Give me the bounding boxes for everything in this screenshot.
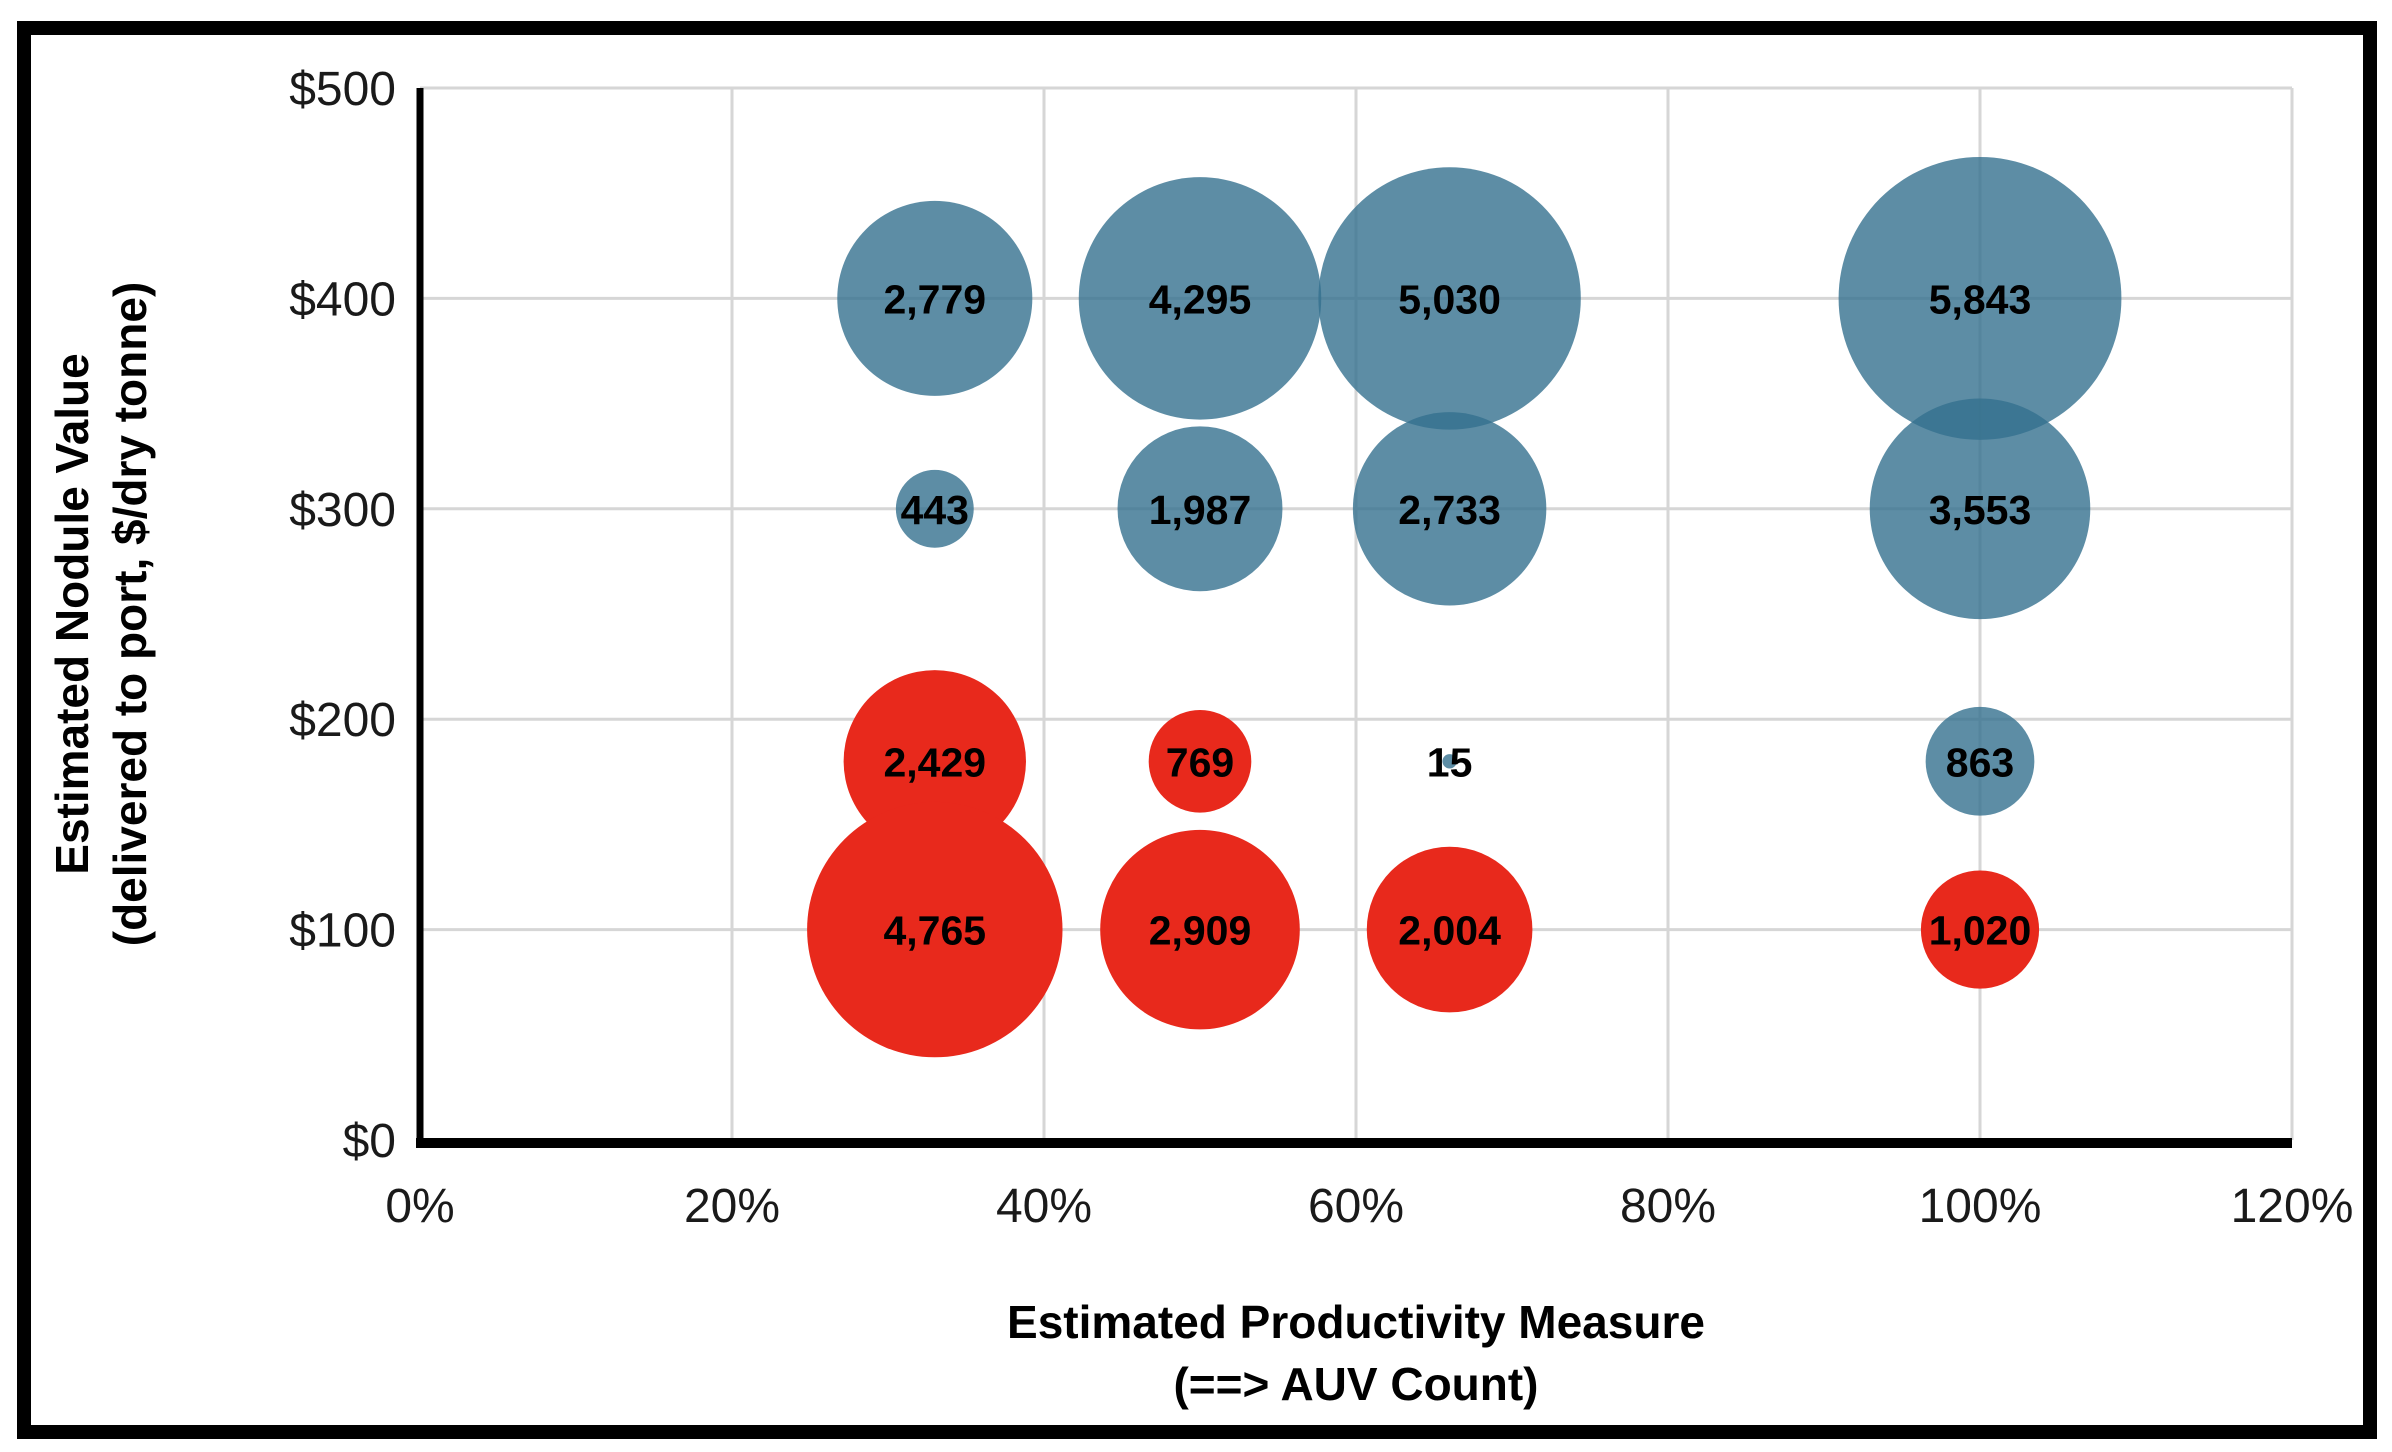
x-tick-label: 40% bbox=[996, 1180, 1092, 1233]
bubble bbox=[1352, 412, 1547, 606]
bubble bbox=[1869, 398, 2091, 620]
y-axis-title-line2: (delivered to port, $/dry tonne) bbox=[104, 282, 156, 947]
y-tick-label: $400 bbox=[289, 273, 396, 326]
series-red-bubbles bbox=[807, 670, 2040, 1058]
bubble-label: 5,843 bbox=[1929, 276, 2032, 322]
bubble-label: 2,779 bbox=[883, 276, 986, 322]
bubble bbox=[1925, 706, 2035, 816]
bubble bbox=[1442, 754, 1457, 769]
series-blue-bubbles bbox=[837, 156, 2122, 816]
x-tick-label: 0% bbox=[385, 1180, 454, 1233]
bubble-label: 863 bbox=[1946, 739, 2014, 785]
x-axis-title-line2: (==> AUV Count) bbox=[1173, 1358, 1538, 1410]
bubble-label: 443 bbox=[901, 487, 969, 533]
x-tick-label: 60% bbox=[1308, 1180, 1404, 1233]
bubble bbox=[1148, 709, 1252, 813]
axis-lines bbox=[416, 88, 2292, 1148]
y-tick-label: $200 bbox=[289, 694, 396, 747]
x-tick-label: 100% bbox=[1919, 1180, 2042, 1233]
bubble-label: 4,765 bbox=[883, 908, 986, 954]
bubble-label: 4,295 bbox=[1149, 276, 1252, 322]
bubble-label: 2,733 bbox=[1398, 487, 1501, 533]
y-axis-title-line1: Estimated Nodule Value bbox=[46, 353, 98, 874]
bubble bbox=[1366, 846, 1533, 1013]
y-tick-label: $500 bbox=[289, 63, 396, 116]
bubble-label: 5,030 bbox=[1398, 276, 1501, 322]
x-tick-label: 80% bbox=[1620, 1180, 1716, 1233]
bubble bbox=[1920, 870, 2040, 989]
bubble bbox=[837, 200, 1033, 396]
bubble-label: 2,429 bbox=[883, 739, 986, 785]
x-tick-label: 120% bbox=[2231, 1180, 2354, 1233]
bubble bbox=[1838, 156, 2122, 440]
y-tick-label: $0 bbox=[343, 1115, 396, 1168]
bubble-series bbox=[807, 156, 2122, 1058]
y-tick-label: $300 bbox=[289, 484, 396, 537]
bubble-data-labels: 2,779 4,295 5,030 5,843 443 1,987 2,733 3,553 15… bbox=[883, 276, 2031, 953]
bubble-label: 769 bbox=[1166, 739, 1234, 785]
bubble bbox=[1318, 167, 1581, 430]
bubble-label: 1,987 bbox=[1149, 487, 1252, 533]
y-tick-label: $100 bbox=[289, 905, 396, 958]
x-tick-label: 20% bbox=[684, 1180, 780, 1233]
bubble bbox=[843, 670, 1026, 853]
bubble bbox=[1078, 177, 1322, 420]
x-axis-title-line1: Estimated Productivity Measure bbox=[1007, 1296, 1705, 1348]
bubble bbox=[807, 801, 1063, 1058]
bubble-label: 1,020 bbox=[1929, 908, 2032, 954]
bubble-label: 3,553 bbox=[1929, 487, 2032, 533]
bubble-label: 2,909 bbox=[1149, 908, 1252, 954]
figure-border bbox=[17, 21, 2377, 1439]
bubble-label: 15 bbox=[1427, 739, 1473, 785]
bubble bbox=[895, 469, 974, 548]
axis-tick-labels: 0% 20% 40% 60% 80% 100% 120% $0 $100 $200 $300 $400… bbox=[289, 63, 2353, 1233]
bubble-label: 2,004 bbox=[1398, 908, 1501, 954]
bubble bbox=[1117, 426, 1283, 592]
bubble bbox=[1100, 829, 1300, 1030]
